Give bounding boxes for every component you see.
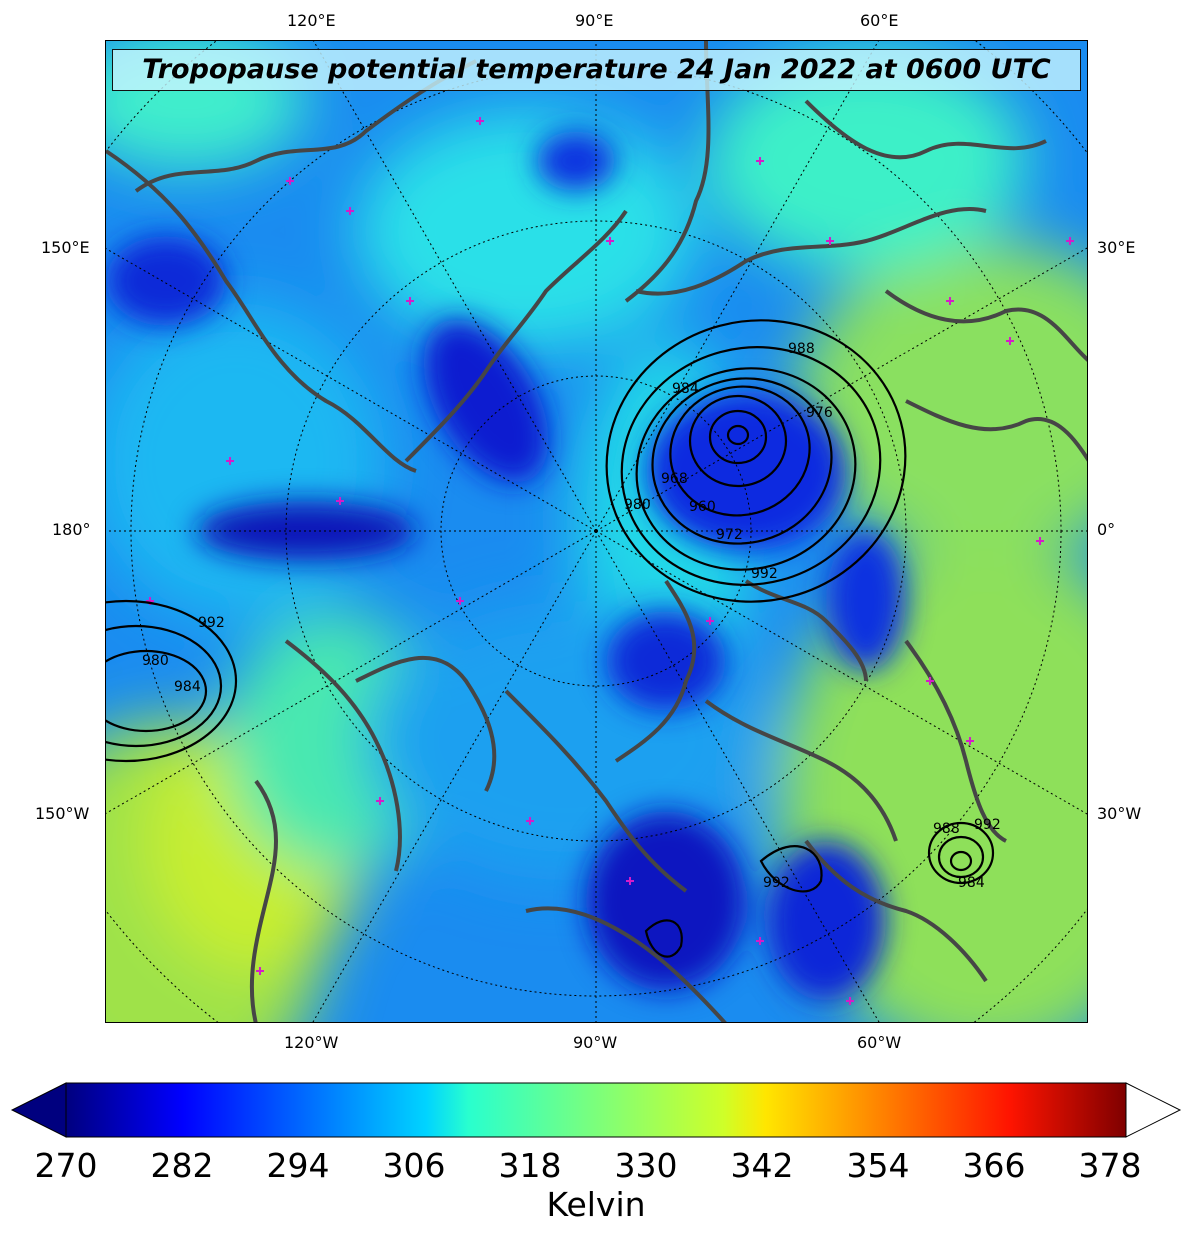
contour-label: 960 (689, 499, 716, 515)
bottom-tick-label: 90°W (573, 1033, 618, 1052)
colorbar-tick-label: 306 (382, 1146, 446, 1185)
contour-label: 984 (672, 381, 699, 397)
left-tick-label: 150°E (41, 238, 90, 257)
colorbar-tick-label: 270 (34, 1146, 98, 1185)
contour-label: 980 (142, 653, 169, 669)
contour-label: 992 (974, 817, 1001, 833)
title-box: Tropopause potential temperature 24 Jan … (112, 49, 1081, 91)
contour-label: 988 (933, 821, 960, 837)
contour-label: 984 (174, 679, 201, 695)
station-markers (146, 117, 1074, 1005)
colorbar-tick-label: 294 (266, 1146, 330, 1185)
contour-label: 976 (806, 405, 833, 421)
bottom-tick-label: 120°W (284, 1033, 339, 1052)
right-tick-label: 0° (1097, 520, 1116, 539)
map-canvas: 988 984 976 968 960 980 972 992 980 984 … (106, 41, 1087, 1022)
bottom-tick-label: 60°W (857, 1033, 902, 1052)
left-tick-label: 150°W (35, 804, 90, 823)
left-tick-label: 180° (52, 520, 91, 539)
colorbar-extend-high (1125, 1082, 1182, 1138)
colorbar-extend-low (10, 1082, 67, 1138)
contour-label: 992 (751, 566, 778, 582)
right-tick-label: 30°W (1097, 804, 1142, 823)
colorbar (10, 1082, 1182, 1138)
colorbar-gradient (65, 1082, 1127, 1138)
contour-label: 972 (716, 527, 743, 543)
top-tick-label: 120°E (287, 11, 336, 30)
colorbar-tick-label: 378 (1078, 1146, 1142, 1185)
contour-label: 992 (198, 615, 225, 631)
colorbar-tick-label: 354 (846, 1146, 910, 1185)
colorbar-tick-label: 366 (962, 1146, 1026, 1185)
pressure-contours (106, 319, 995, 958)
right-tick-label: 30°E (1097, 238, 1136, 257)
colorbar-tick-label: 342 (730, 1146, 794, 1185)
colorbar-tick-label: 282 (150, 1146, 214, 1185)
contour-label: 984 (958, 875, 985, 891)
colorbar-label: Kelvin (546, 1185, 646, 1224)
colorbar-tick-label: 330 (614, 1146, 678, 1185)
top-tick-label: 90°E (575, 11, 614, 30)
low-temperature-cores (106, 131, 906, 1001)
map-title: Tropopause potential temperature 24 Jan … (142, 54, 1051, 85)
contour-label: 992 (763, 875, 790, 891)
coastlines (106, 41, 1087, 1022)
contour-label: 980 (624, 497, 651, 513)
colorbar-tick-label: 318 (498, 1146, 562, 1185)
top-tick-label: 60°E (860, 11, 899, 30)
contour-label: 968 (661, 471, 688, 487)
map-panel: 988 984 976 968 960 980 972 992 980 984 … (105, 40, 1088, 1023)
contour-label: 988 (788, 341, 815, 357)
pressure-contour-labels: 988 984 976 968 960 980 972 992 980 984 … (142, 341, 1001, 891)
